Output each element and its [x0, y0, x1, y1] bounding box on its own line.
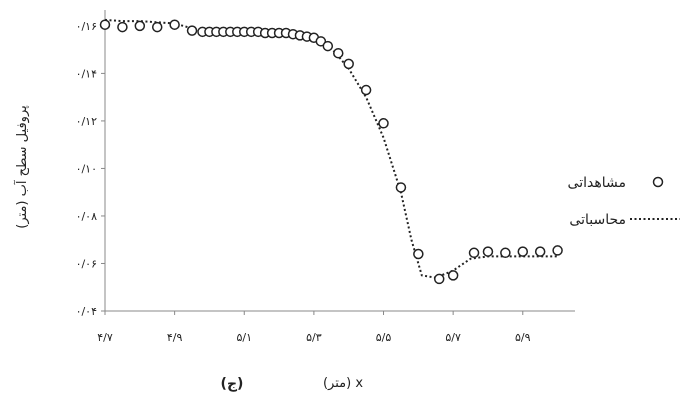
y-tick-label: ۰/۱۲	[76, 115, 98, 128]
x-tick-label: ۵/۷	[445, 331, 461, 344]
y-axis-title: پروفیل سطح آب (متر)	[13, 105, 30, 229]
legend-marker-observed	[652, 176, 664, 188]
observed-point	[413, 248, 424, 260]
axes	[101, 10, 575, 315]
observed-point	[482, 246, 494, 257]
observed-point	[447, 270, 459, 281]
observed-point	[468, 247, 480, 259]
plot-area	[99, 18, 563, 285]
observed-point	[169, 19, 180, 30]
y-tick-label: ۰/۱۶	[76, 20, 97, 33]
x-tick-label: ۵/۱	[236, 331, 252, 344]
observed-point	[378, 118, 389, 129]
y-tick-label: ۰/۱۴	[76, 67, 98, 80]
observed-point	[186, 25, 198, 36]
observed-point	[117, 21, 128, 33]
observed-point	[315, 36, 327, 47]
observed-point	[517, 246, 529, 257]
observed-point	[395, 182, 407, 193]
legend-label-computed: محاسباتی	[569, 212, 626, 228]
legend-label-observed: مشاهداتی	[568, 175, 626, 191]
observed-point	[500, 247, 511, 259]
tick-labels: ۰/۰۴ ۰/۰۶ ۰/۰۸ ۰/۱۰ ۰/۱۲ ۰/۱۴ ۰/۱۶ ۴/۷ ۴/۹ ۵/۱ ۵/۳…	[76, 20, 531, 344]
series-computed-line	[104, 18, 558, 279]
legend: مشاهداتی محاسباتی	[568, 175, 680, 228]
x-tick-label: ۴/۷	[97, 331, 113, 344]
x-tick-label: ۵/۳	[306, 331, 322, 344]
observed-point	[360, 84, 372, 96]
observed-point	[99, 19, 111, 30]
observed-point	[322, 40, 334, 52]
y-tick-label: ۰/۰۴	[76, 305, 98, 318]
panel-label: (ج)	[221, 376, 244, 392]
observed-point	[433, 273, 445, 285]
observed-point	[151, 21, 163, 33]
x-tick-label: ۴/۹	[167, 331, 183, 344]
x-tick-label: ۵/۹	[515, 331, 531, 344]
y-tick-label: ۰/۱۰	[76, 162, 97, 175]
y-tick-label: ۰/۰۶	[76, 257, 97, 270]
x-axis-title: (متر) x	[323, 376, 363, 391]
observed-point	[333, 47, 344, 59]
observed-point	[552, 245, 563, 256]
observed-point	[343, 58, 354, 70]
x-tick-label: ۵/۵	[376, 331, 392, 344]
y-tick-label: ۰/۰۸	[76, 210, 98, 223]
observed-point	[534, 246, 546, 257]
observed-point	[134, 20, 146, 32]
